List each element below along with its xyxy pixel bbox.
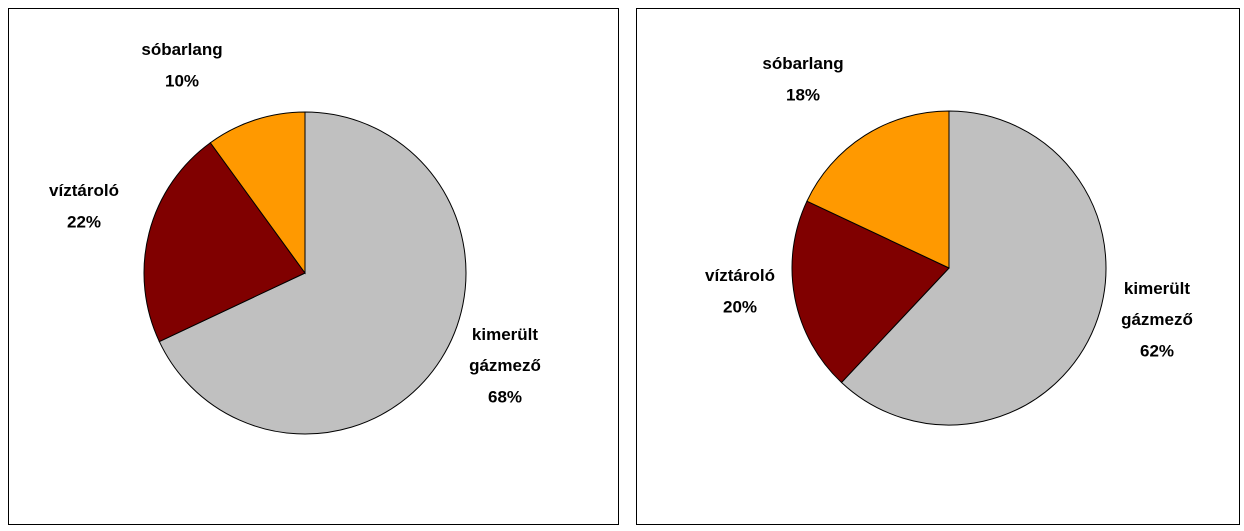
- label-line: sóbarlang: [141, 40, 222, 59]
- slice-label: sóbarlang: [762, 54, 843, 73]
- pie-slice: [158, 111, 467, 435]
- label-line: gázmező: [469, 356, 541, 375]
- pie-slice: [143, 142, 306, 343]
- pie-slice: [840, 110, 1107, 426]
- slice-value-label: 20%: [723, 297, 757, 316]
- slice-label: kimerült gázmező: [469, 325, 541, 375]
- label-line: sóbarlang: [762, 54, 843, 73]
- slice-label: víztároló: [49, 181, 119, 200]
- slice-value-label: 10%: [165, 71, 199, 90]
- slice-value-label: 22%: [67, 212, 101, 231]
- label-line: víztároló: [49, 181, 119, 200]
- label-line: gázmező: [1121, 310, 1193, 329]
- pie-slice: [209, 111, 306, 275]
- slice-label: sóbarlang: [141, 40, 222, 59]
- pie-slice: [791, 200, 950, 384]
- label-line: víztároló: [705, 266, 775, 285]
- pie-slice: [806, 110, 950, 269]
- label-line: kimerült: [472, 325, 538, 344]
- slice-value-label: 18%: [786, 85, 820, 104]
- slice-label: kimerült gázmező: [1121, 279, 1193, 329]
- label-line: kimerült: [1124, 279, 1190, 298]
- slice-value-label: 62%: [1140, 341, 1174, 360]
- slice-label: víztároló: [705, 266, 775, 285]
- slice-value-label: 68%: [488, 387, 522, 406]
